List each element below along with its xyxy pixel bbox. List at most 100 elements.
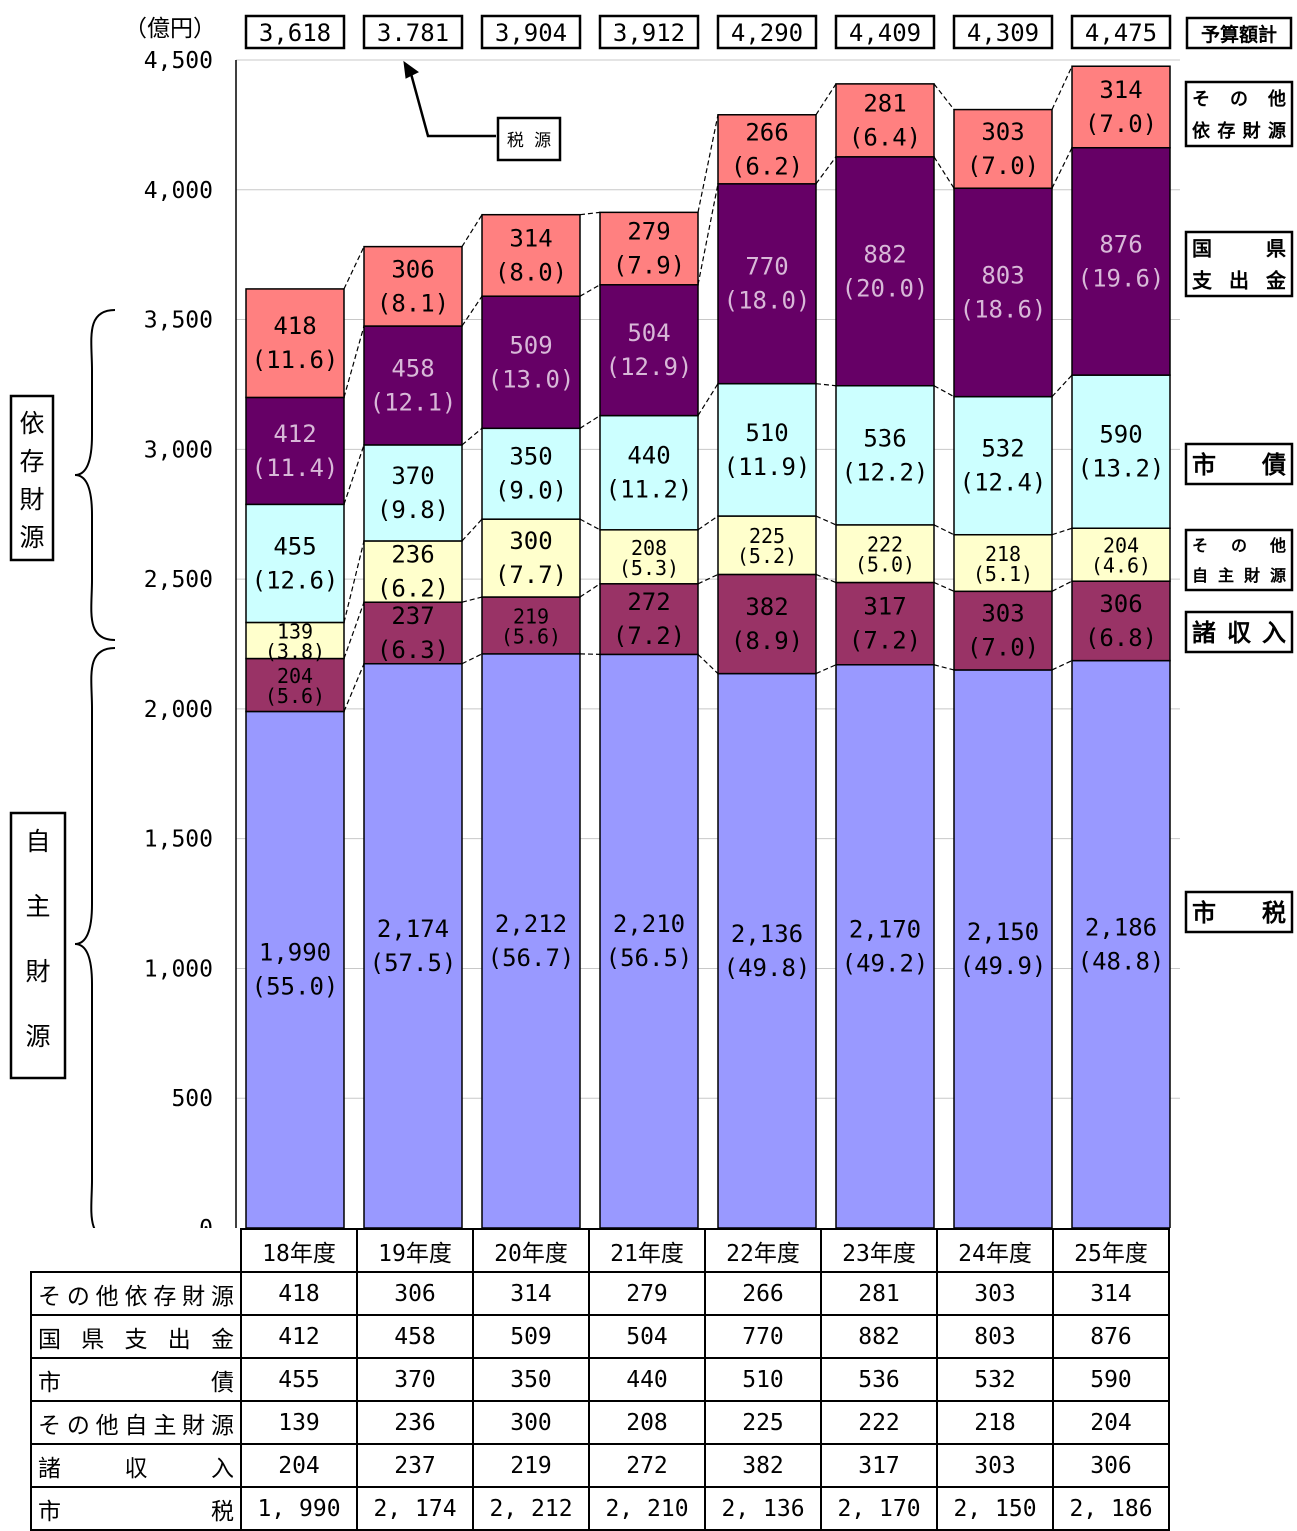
value-label: 236 <box>391 541 434 569</box>
percent-label: (11.6) <box>252 346 339 374</box>
total-value: 4,309 <box>967 19 1039 47</box>
value-label: 455 <box>273 532 316 560</box>
connector-line <box>461 518 483 542</box>
bar-segment <box>835 581 935 666</box>
legend-box <box>1184 442 1294 486</box>
y-tick-label: 1,000 <box>144 956 213 982</box>
table-row-header: 市債 <box>30 1357 242 1402</box>
bar-segment <box>717 573 817 675</box>
value-label: 2,186 <box>1085 913 1157 941</box>
bar-segment <box>953 187 1053 398</box>
table-cell: 236 <box>356 1400 474 1445</box>
connector-line <box>933 385 955 398</box>
percent-label: (11.4) <box>252 454 339 482</box>
bar-segment <box>953 669 1053 1228</box>
table-row-header: 市税 <box>30 1486 242 1531</box>
table-cell: 317 <box>820 1443 938 1488</box>
bar-segment <box>717 672 817 1228</box>
percent-label: (6.8) <box>1085 624 1157 652</box>
table-cell: 350 <box>472 1357 590 1402</box>
value-label: 770 <box>745 253 788 281</box>
connector-line <box>461 214 483 247</box>
bar-segment <box>363 325 463 446</box>
percent-label: (48.8) <box>1078 947 1165 975</box>
percent-label: (13.0) <box>488 365 575 393</box>
percent-label: (7.0) <box>967 152 1039 180</box>
total-box <box>244 14 346 50</box>
bar-segment <box>835 384 935 526</box>
bar-segment <box>599 284 699 417</box>
percent-label: (6.3) <box>377 636 449 664</box>
percent-label: (12.1) <box>370 388 457 416</box>
bar-segment <box>599 414 699 531</box>
legend-label: 市 税 <box>1192 899 1286 927</box>
legend-label: 支 出 金 <box>1192 269 1287 293</box>
total-value: 4,475 <box>1085 19 1157 47</box>
percent-label: (18.0) <box>724 287 811 315</box>
connector-line <box>815 83 837 116</box>
percent-label: (11.2) <box>606 476 693 504</box>
value-label: 306 <box>391 255 434 283</box>
table-cell: 590 <box>1052 1357 1170 1402</box>
total-value: 3.781 <box>377 19 449 47</box>
total-box <box>834 14 936 50</box>
table-column-header: 23年度 <box>820 1228 938 1273</box>
bar-segment <box>599 529 699 585</box>
percent-label: (7.2) <box>849 627 921 655</box>
table-row: 国県支出金 412 458 509 504 770 882 803 876 <box>30 1314 1170 1359</box>
table-cell: 418 <box>240 1271 358 1316</box>
bar-segment <box>481 427 581 520</box>
percent-label: (8.1) <box>377 289 449 317</box>
table-cell: 370 <box>356 1357 474 1402</box>
connector-line <box>579 583 601 598</box>
value-label: 350 <box>509 443 552 471</box>
percent-label: (55.0) <box>252 973 339 1001</box>
percent-label: (12.4) <box>960 469 1047 497</box>
y-tick-label: 1,500 <box>144 827 213 853</box>
connector-line <box>579 415 601 429</box>
bar-segment <box>599 653 699 1228</box>
legend-label: そ の 他 <box>1192 88 1286 110</box>
table-cell: 272 <box>588 1443 706 1488</box>
annotation-box <box>496 116 562 162</box>
connector-line <box>815 515 837 526</box>
legend-box <box>1184 528 1294 592</box>
bar-segment <box>1071 527 1171 582</box>
connector-line <box>697 114 719 213</box>
y-tick-label: 2,500 <box>144 567 213 593</box>
total-box <box>598 14 700 50</box>
value-label: 314 <box>509 224 552 252</box>
percent-label: (5.0) <box>855 553 915 577</box>
value-label: 2,174 <box>377 915 449 943</box>
legend-box <box>1184 80 1294 148</box>
value-label: 218 <box>985 542 1021 566</box>
value-label: 370 <box>391 462 434 490</box>
connector-line <box>343 602 365 659</box>
bar-segment <box>1071 65 1171 149</box>
table-header-row: 18年度 19年度 20年度 21年度 22年度 23年度 24年度 25年度 <box>31 1228 1170 1273</box>
value-label: 303 <box>981 600 1024 628</box>
table-cell: 803 <box>936 1314 1054 1359</box>
total-value: 4,409 <box>849 19 921 47</box>
table-cell: 876 <box>1052 1314 1170 1359</box>
legend-label: 市 債 <box>1192 451 1286 479</box>
total-value: 4,290 <box>731 19 803 47</box>
value-label: 300 <box>509 527 552 555</box>
value-label: 281 <box>863 89 906 117</box>
total-box <box>362 14 464 50</box>
bar-segment <box>363 540 463 603</box>
bar-segment <box>717 114 817 185</box>
bar-segment <box>1071 659 1171 1228</box>
value-label: 803 <box>981 261 1024 289</box>
table-row: その他依存財源 418 306 314 279 266 281 303 314 <box>30 1271 1170 1316</box>
percent-label: (9.8) <box>377 496 449 524</box>
data-table: 18年度 19年度 20年度 21年度 22年度 23年度 24年度 25年度 その他依存財源 4… <box>30 1228 1170 1531</box>
y-tick-label: 4,000 <box>144 178 213 204</box>
legend-label: そ の 他 <box>1192 536 1286 555</box>
dependent-label-char: 財 <box>19 485 44 514</box>
table-column-header: 21年度 <box>588 1228 706 1273</box>
bar-segment <box>363 662 463 1228</box>
percent-label: (3.8) <box>265 639 325 663</box>
connector-line <box>461 596 483 603</box>
bar-segment <box>835 83 935 158</box>
